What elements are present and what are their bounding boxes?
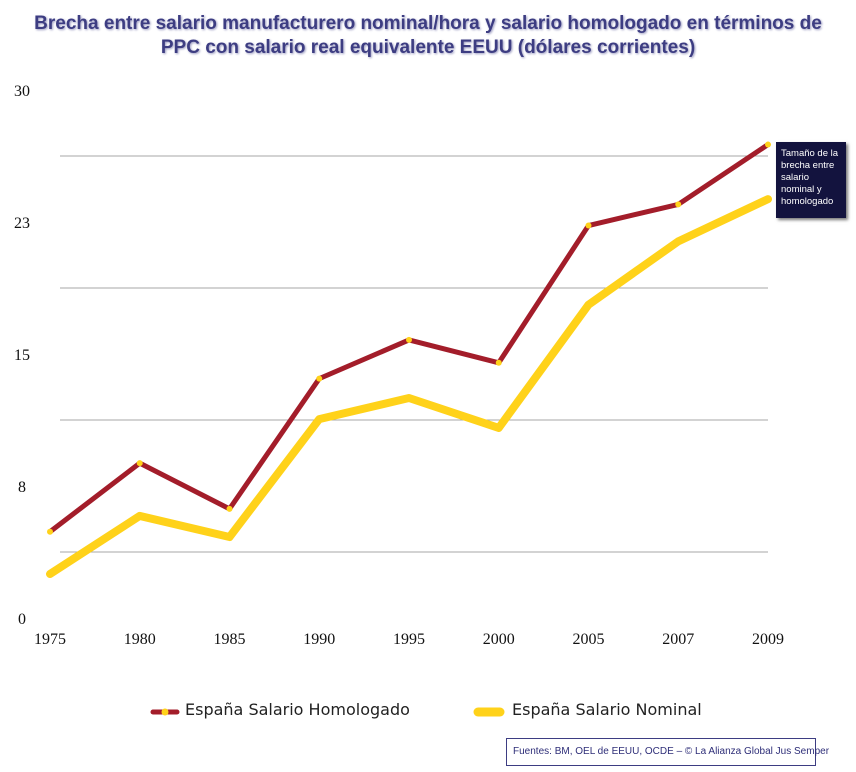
data-point-homologado (136, 460, 143, 467)
legend-entry-nominal: España Salario Nominal (512, 700, 702, 719)
sources-note: Fuentes: BM, OEL de EEUU, OCDE – © La Al… (506, 738, 829, 766)
series-lines (46, 141, 772, 578)
chart-title-line-1: Brecha entre salario manufacturero nomin… (34, 13, 822, 34)
chart-title: Brecha entre salario manufacturero nomin… (0, 12, 856, 60)
data-point-homologado (406, 336, 412, 343)
x-tick-label: 1980 (124, 631, 156, 648)
data-point-homologado (585, 222, 592, 229)
data-point-homologado (675, 201, 682, 208)
x-tick-label: 2000 (483, 631, 515, 648)
gap-callout: Tamaño de la brecha entre salario nomina… (776, 142, 846, 218)
y-tick-label: 0 (18, 611, 26, 628)
data-point-homologado (316, 375, 323, 382)
x-axis-ticks: 1975 1980 1985 1990 1995 2000 2005 2007 2009 (34, 631, 784, 648)
legend-dot-homologado (161, 708, 169, 716)
x-tick-label: 1975 (34, 631, 66, 648)
y-axis-ticks: 0 8 15 23 30 (14, 83, 30, 628)
legend-markers (150, 707, 505, 717)
gridlines (60, 155, 768, 553)
x-tick-label: 1990 (303, 631, 335, 648)
x-tick-label: 2005 (573, 631, 605, 648)
series-line-nominal (46, 195, 772, 578)
data-point-homologado (765, 141, 771, 148)
chart-title-line-2: PPC con salario real equivalente EEUU (d… (160, 37, 696, 58)
x-tick-label: 1985 (214, 631, 246, 648)
x-tick-label: 2007 (662, 631, 694, 648)
legend-entry-homologado: España Salario Homologado (185, 700, 410, 719)
y-tick-label: 15 (14, 347, 30, 364)
data-point-homologado (226, 505, 233, 512)
data-point-homologado (47, 528, 53, 535)
x-tick-label: 2009 (752, 631, 784, 648)
y-tick-label: 23 (14, 215, 30, 232)
y-tick-label: 30 (14, 83, 30, 100)
data-point-homologado (495, 359, 502, 366)
x-tick-label: 1995 (393, 631, 425, 648)
y-tick-label: 8 (18, 479, 26, 496)
